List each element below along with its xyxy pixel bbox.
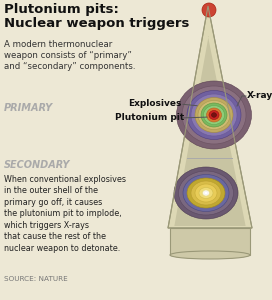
Polygon shape [168,6,252,228]
Ellipse shape [198,100,230,130]
Ellipse shape [204,191,208,195]
Text: A modern thermonuclear
weapon consists of “primary”
and “secondary” components.: A modern thermonuclear weapon consists o… [4,40,135,71]
Text: When conventional explosives
in the outer shell of the
primary go off, it causes: When conventional explosives in the oute… [4,175,126,253]
Text: SOURCE: NATURE: SOURCE: NATURE [4,276,68,282]
Ellipse shape [203,106,224,124]
Text: Explosives: Explosives [128,100,181,109]
Ellipse shape [187,178,225,208]
Ellipse shape [199,188,213,199]
Ellipse shape [183,175,229,212]
Ellipse shape [202,3,216,17]
Text: X-rays: X-rays [247,92,272,100]
Ellipse shape [212,113,217,117]
Ellipse shape [182,86,246,144]
Ellipse shape [202,190,209,196]
Text: Plutonium pit: Plutonium pit [115,113,184,122]
Ellipse shape [177,81,252,149]
Ellipse shape [195,98,233,133]
Ellipse shape [178,171,233,215]
Ellipse shape [170,251,250,259]
Text: Plutonium pits:
Nuclear weapon triggers: Plutonium pits: Nuclear weapon triggers [4,3,189,31]
Bar [170,228,250,255]
Ellipse shape [201,103,227,127]
Ellipse shape [195,184,217,202]
Text: PRIMARY: PRIMARY [4,103,53,113]
Ellipse shape [209,110,219,119]
Ellipse shape [187,91,241,140]
Polygon shape [174,36,246,226]
Ellipse shape [174,167,238,219]
Text: SECONDARY: SECONDARY [4,160,70,170]
Ellipse shape [191,181,221,205]
Ellipse shape [206,108,221,122]
Ellipse shape [191,94,237,136]
